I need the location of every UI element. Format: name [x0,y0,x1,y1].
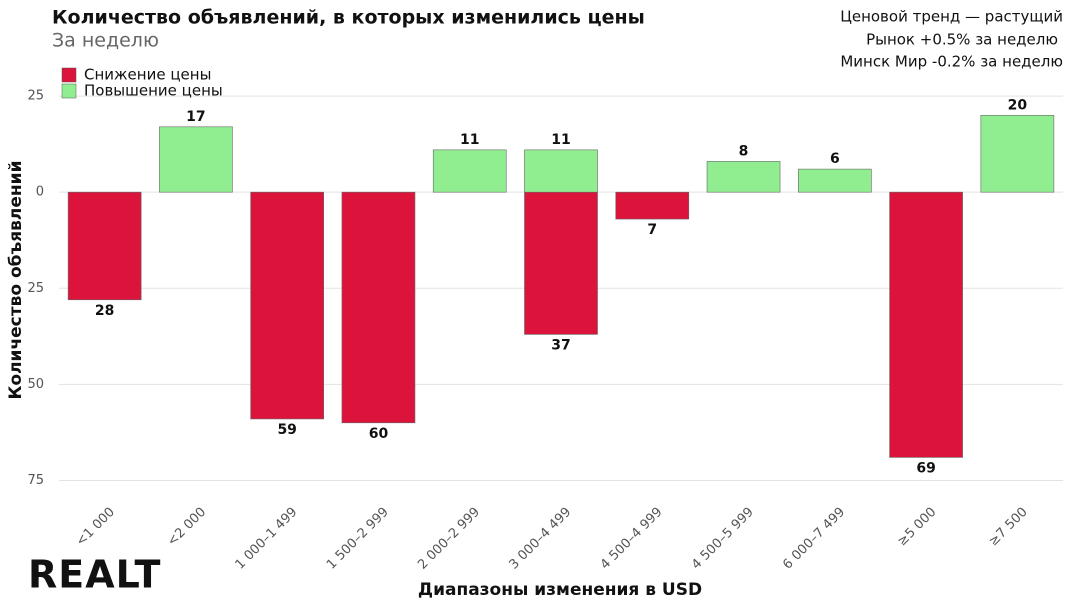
x-tick-label: 4 500–4 999 [598,505,666,573]
bar [615,191,690,220]
x-tick-label: 1 000–1 499 [233,505,301,573]
legend-swatch [61,67,77,83]
data-label: 11 [460,132,479,148]
data-label: 11 [551,132,570,148]
bar [706,161,781,193]
y-tick-label: 75 [27,473,44,488]
legend-label: Повышение цены [84,82,223,100]
logo: REALT [28,553,161,597]
x-tick-label: 3 000–4 499 [506,505,574,573]
data-label: 59 [277,422,296,438]
annotation: Рынок +0.5% за неделю [866,31,1058,49]
y-tick-label: 25 [27,89,44,104]
x-tick-label: <1 000 [73,505,118,550]
x-tick-label: 4 500–5 999 [689,505,757,573]
y-tick-label: 50 [27,377,44,392]
legend-label: Снижение цены [84,66,211,84]
x-tick-label: ≥7 500 [986,505,1031,550]
bar [524,191,598,335]
x-axis-title: Диапазоны изменения в USD [418,580,702,600]
chart-title: Количество объявлений, в которых изменил… [52,7,645,29]
bar [524,149,598,193]
x-tick-label: 2 000–2 999 [415,505,483,573]
bar [341,191,416,424]
bar [67,191,142,301]
bar [980,114,1055,193]
chart-subtitle: За неделю [52,30,159,52]
y-tick-label: 0 [36,185,44,200]
data-label: 6 [830,151,840,167]
data-label: 69 [916,460,935,476]
bar [798,168,872,193]
legend-swatch [61,83,77,99]
data-label: 60 [369,426,389,442]
y-tick-label: 25 [27,281,44,296]
bar [889,191,963,458]
y-axis-title: Количество объявлений [6,161,26,400]
x-tick-label: ≥5 000 [895,505,940,550]
bar [432,149,507,193]
bar [159,126,233,193]
data-label: 7 [647,222,657,238]
x-tick-label: <2 000 [165,505,210,550]
data-label: 37 [551,337,570,353]
data-label: 28 [95,303,114,319]
data-label: 20 [1008,97,1028,113]
annotation: Ценовой тренд — растущий [840,8,1063,26]
x-tick-label: 6 000–7 499 [780,505,848,573]
x-tick-label: 1 500–2 999 [324,505,392,573]
annotation: Минск Мир -0.2% за неделю [840,53,1063,71]
data-label: 8 [739,143,749,159]
data-label: 17 [186,109,205,125]
bar [250,191,324,420]
